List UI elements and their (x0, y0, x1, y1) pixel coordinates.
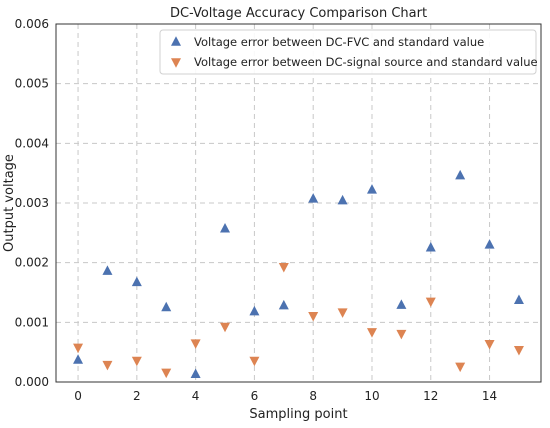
signal-source-data-point (278, 263, 289, 273)
fvc-data-point (396, 299, 407, 309)
legend-label: Voltage error between DC-FVC and standar… (194, 35, 484, 49)
fvc-data-point (425, 242, 436, 252)
chart-title: DC-Voltage Accuracy Comparison Chart (170, 6, 427, 21)
x-axis-ticks: 0 2 4 6 8 10 12 14 (74, 389, 497, 403)
y-axis-label: Output voltage (2, 154, 17, 252)
fvc-data-point (308, 193, 319, 203)
signal-source-data-point (366, 328, 377, 338)
fvc-data-point (102, 265, 113, 275)
fvc-data-point (455, 169, 466, 180)
fvc-data-point (366, 184, 377, 194)
signal-source-data-point (102, 360, 113, 371)
fvc-data-point (249, 305, 260, 316)
signal-source-data-point (337, 308, 348, 318)
x-tick-label: 10 (364, 389, 379, 403)
x-tick-label: 0 (74, 389, 82, 403)
signal-source-data-point (249, 356, 260, 367)
y-tick-label: 0.001 (15, 315, 49, 329)
x-tick-label: 6 (251, 389, 259, 403)
fvc-data-point (484, 239, 495, 249)
signal-source-data-point (308, 311, 319, 322)
fvc-data-point (131, 276, 142, 287)
y-tick-label: 0.005 (15, 77, 49, 91)
fvc-data-point (513, 294, 524, 305)
signal-source-data-point (131, 356, 142, 367)
fvc-data-point (337, 194, 348, 205)
x-tick-label: 12 (423, 389, 438, 403)
signal-source-data-point (425, 297, 436, 308)
data-points (73, 169, 524, 379)
signal-source-data-point (161, 368, 172, 379)
signal-source-data-point (396, 329, 407, 340)
x-tick-label: 2 (133, 389, 141, 403)
x-tick-label: 4 (192, 389, 200, 403)
signal-source-data-point (190, 339, 201, 349)
fvc-data-point (161, 301, 172, 312)
grid (56, 24, 541, 382)
y-tick-label: 0.004 (15, 136, 49, 150)
signal-source-data-point (220, 322, 231, 333)
y-axis-ticks: 0.000 0.001 0.002 0.003 0.004 0.005 0.006 (15, 17, 49, 389)
legend-label: Voltage error between DC-signal source a… (194, 55, 538, 69)
x-axis-label: Sampling point (249, 407, 347, 422)
fvc-data-point (73, 354, 84, 364)
x-tick-label: 8 (309, 389, 317, 403)
y-tick-label: 0.000 (15, 375, 49, 389)
legend-marker (171, 36, 181, 46)
fvc-data-point (278, 299, 289, 310)
y-tick-label: 0.006 (15, 17, 49, 31)
fvc-data-point (190, 368, 201, 379)
fvc-data-point (220, 222, 231, 233)
signal-source-data-point (484, 340, 495, 350)
plot-frame (55, 23, 542, 383)
legend-box (159, 29, 537, 75)
signal-source-data-point (455, 362, 466, 373)
x-tick-label: 14 (482, 389, 497, 403)
legend-marker (171, 58, 181, 68)
signal-source-data-point (513, 345, 524, 356)
y-tick-label: 0.002 (15, 256, 49, 270)
signal-source-data-point (73, 343, 84, 354)
legend: Voltage error between DC-FVC and standar… (159, 29, 538, 75)
y-tick-label: 0.003 (15, 196, 49, 210)
